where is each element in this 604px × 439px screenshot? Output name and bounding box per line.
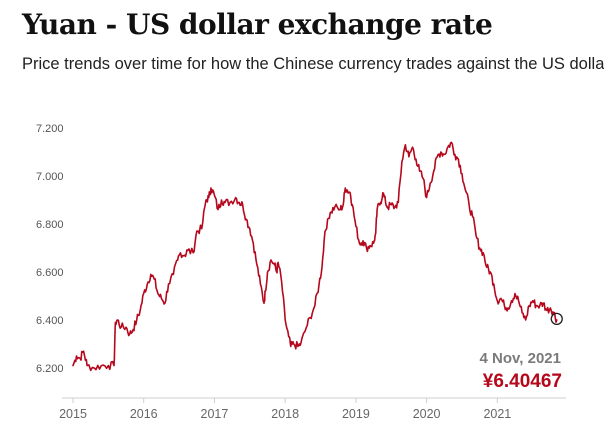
chart-subtitle: Price trends over time for how the Chine… bbox=[22, 55, 604, 73]
y-tick-label: 6.400 bbox=[36, 315, 64, 327]
x-tick-label: 2016 bbox=[130, 407, 158, 421]
annotation-value: ¥6.40467 bbox=[483, 371, 562, 392]
y-tick-label: 7.000 bbox=[36, 171, 64, 183]
x-tick-label: 2017 bbox=[201, 407, 229, 421]
x-axis: 2015 2016 2017 2018 2019 2020 2021 bbox=[59, 397, 566, 421]
x-tick-label: 2021 bbox=[483, 407, 511, 421]
x-tick-label: 2019 bbox=[342, 407, 370, 421]
annotation-date: 4 Nov, 2021 bbox=[480, 350, 561, 367]
y-axis: 6.200 6.400 6.600 6.800 7.000 7.200 bbox=[36, 123, 64, 375]
y-tick-label: 6.800 bbox=[36, 219, 64, 231]
y-tick-label: 6.600 bbox=[36, 267, 64, 279]
y-tick-label: 6.200 bbox=[36, 363, 64, 375]
x-tick-label: 2018 bbox=[271, 407, 299, 421]
series-line bbox=[72, 141, 558, 372]
chart-title: Yuan - US dollar exchange rate bbox=[22, 8, 493, 41]
x-tick-label: 2015 bbox=[59, 407, 87, 421]
y-tick-label: 7.200 bbox=[36, 123, 64, 135]
latest-point-marker bbox=[550, 312, 563, 326]
x-tick-label: 2020 bbox=[413, 407, 441, 421]
latest-value-annotation: 4 Nov, 2021 ¥6.40467 bbox=[480, 312, 563, 392]
series-group bbox=[72, 141, 558, 372]
